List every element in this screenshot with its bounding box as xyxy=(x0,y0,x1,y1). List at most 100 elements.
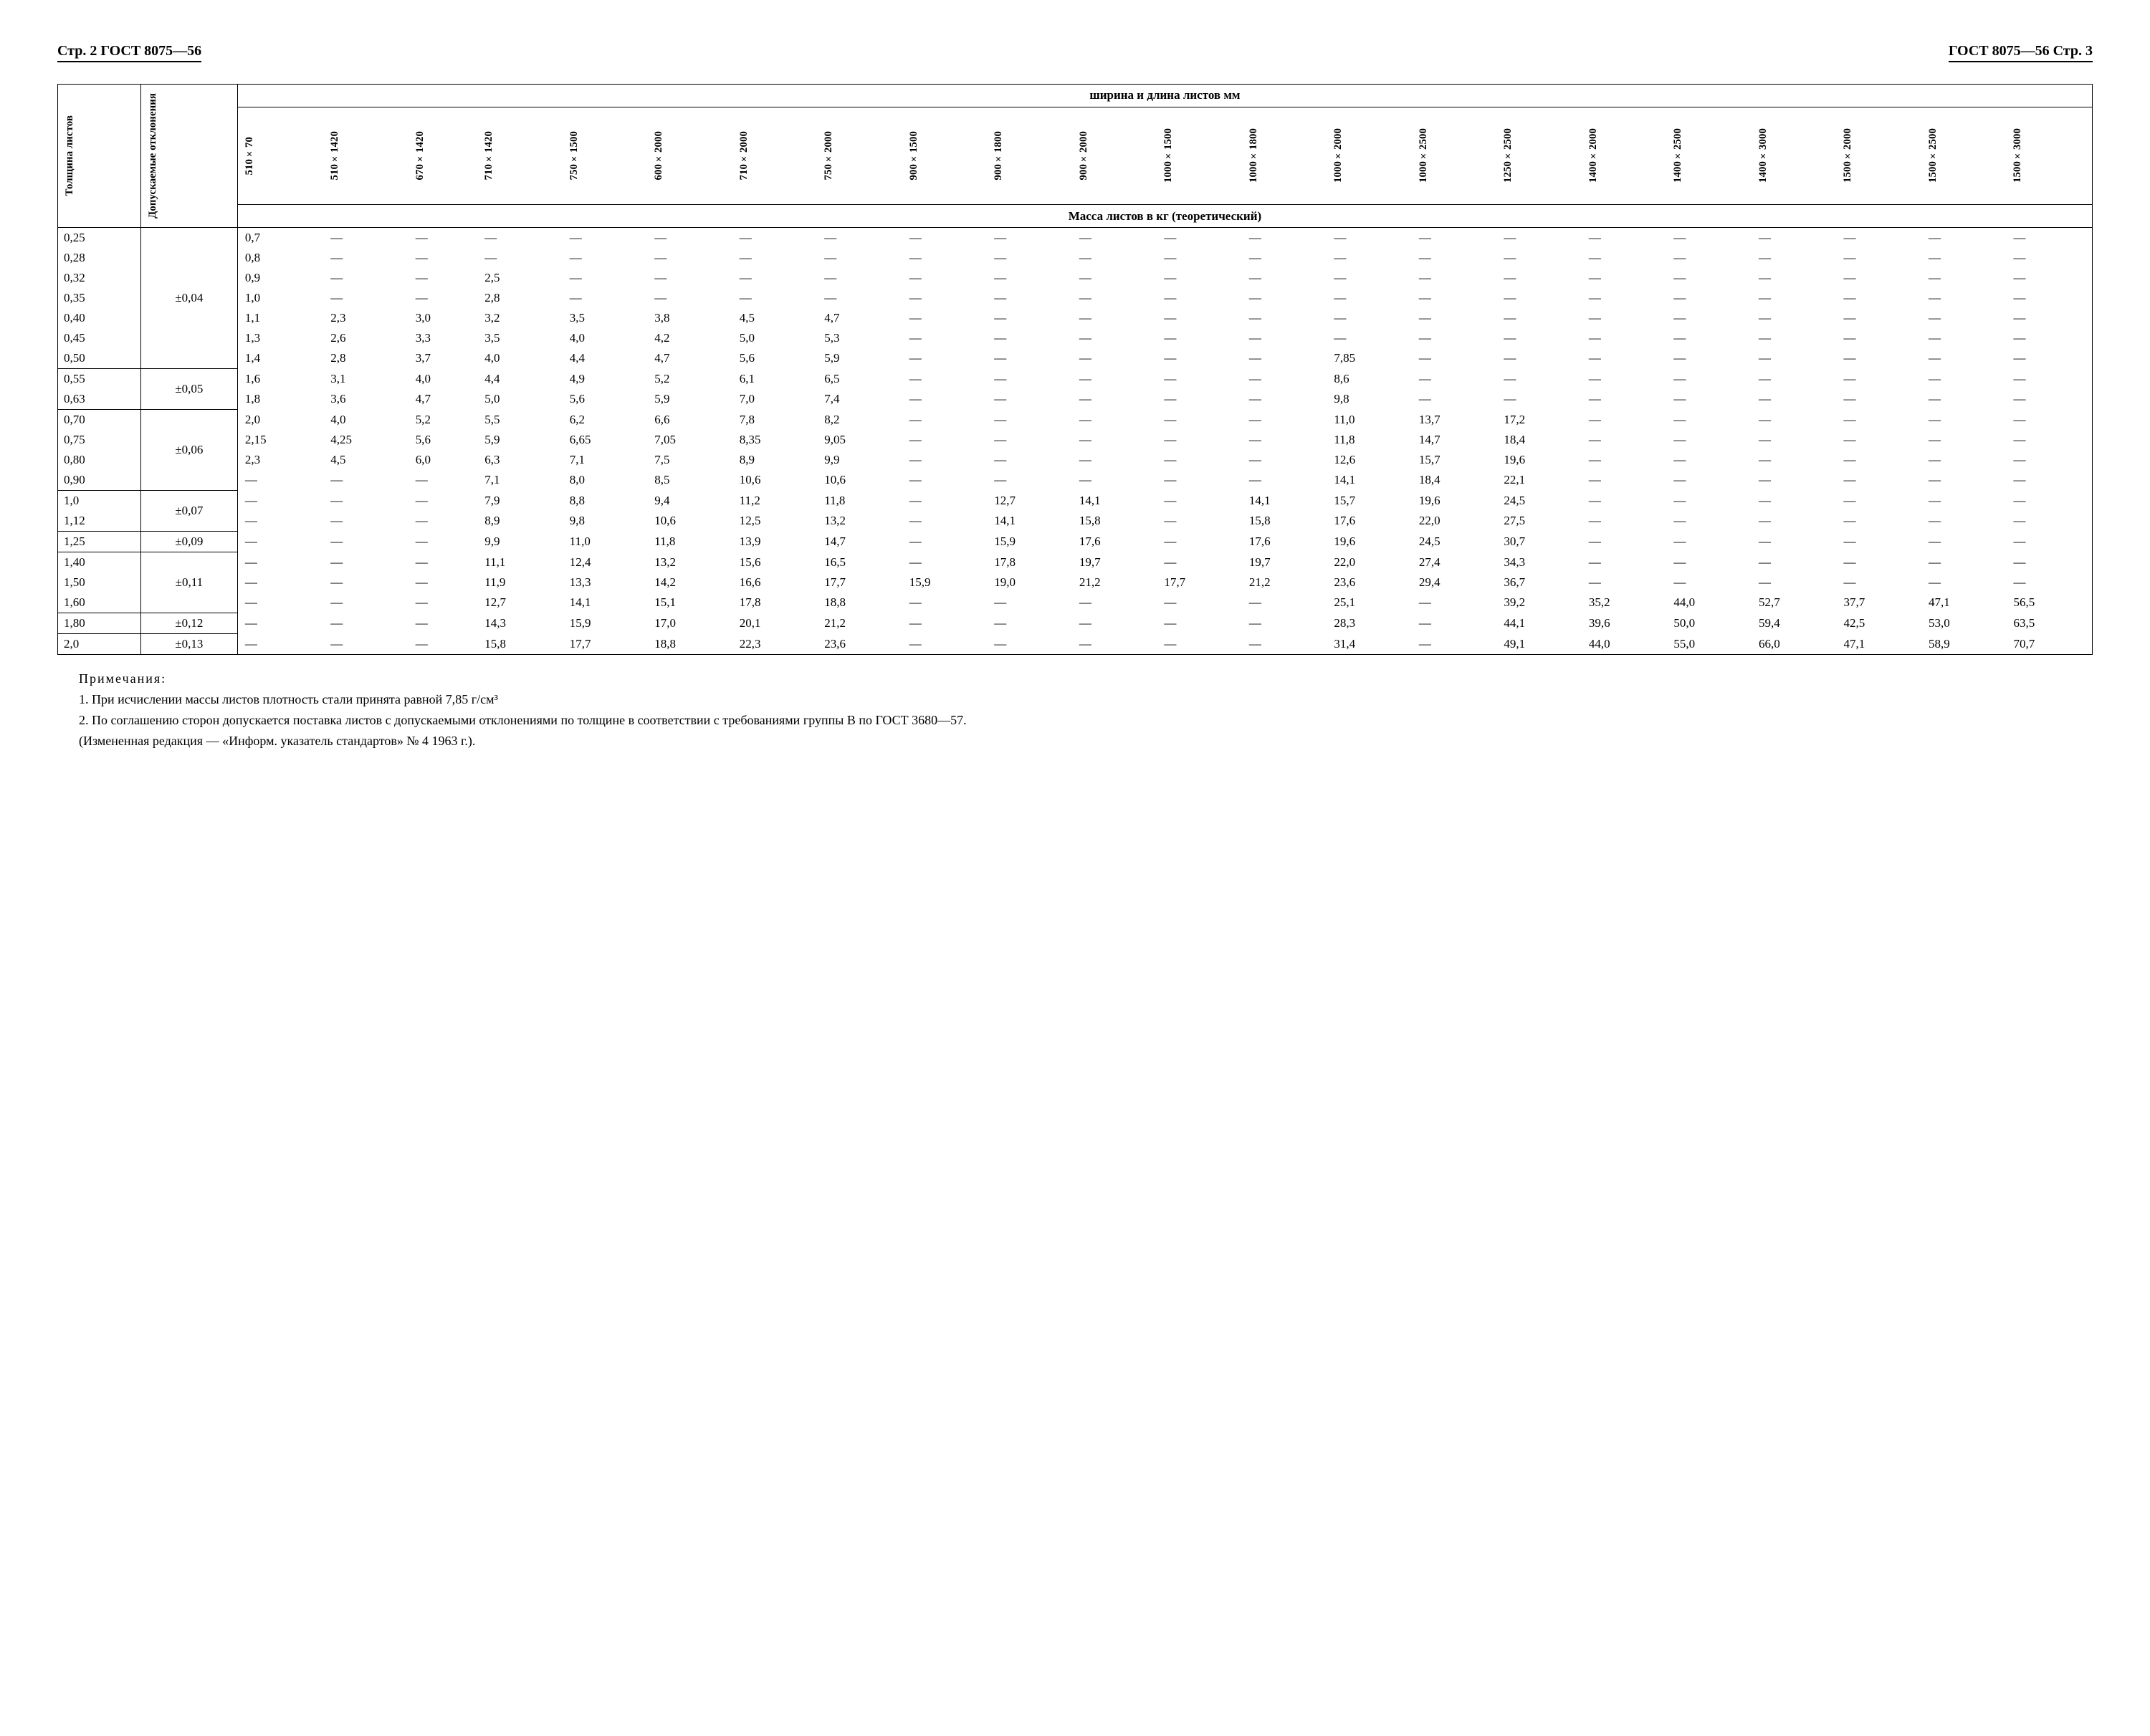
mass-cell: — xyxy=(902,532,988,552)
mass-cell: 1,1 xyxy=(237,308,323,328)
mass-cell: 5,6 xyxy=(732,348,818,369)
size-col-header: 710×1420 xyxy=(482,117,497,195)
mass-cell: — xyxy=(1412,613,1497,634)
mass-cell: — xyxy=(1666,470,1752,491)
mass-cell: — xyxy=(1242,328,1327,348)
mass-cell: 23,6 xyxy=(1327,572,1412,593)
mass-cell: 4,4 xyxy=(563,348,648,369)
mass-cell: — xyxy=(1242,389,1327,410)
mass-cell: 8,35 xyxy=(732,430,818,450)
mass-cell: — xyxy=(1666,491,1752,512)
note-2: 2. По соглашению сторон допускается пост… xyxy=(57,711,2093,730)
mass-cell: 2,3 xyxy=(323,308,408,328)
mass-cell: — xyxy=(1836,228,1921,249)
mass-cell: — xyxy=(1921,268,2007,288)
mass-cell: 18,4 xyxy=(1412,470,1497,491)
mass-cell: — xyxy=(2006,348,2092,369)
mass-cell: 11,1 xyxy=(477,552,563,573)
mass-cell: — xyxy=(1921,552,2007,573)
mass-cell: 8,9 xyxy=(477,511,563,532)
mass-cell: 44,1 xyxy=(1496,613,1582,634)
mass-cell: — xyxy=(323,268,408,288)
size-col-header: 710×2000 xyxy=(737,117,752,195)
mass-cell: 15,7 xyxy=(1327,491,1412,512)
mass-cell: — xyxy=(1666,450,1752,470)
mass-cell: 5,9 xyxy=(477,430,563,450)
mass-cell: — xyxy=(1496,308,1582,328)
mass-cell: — xyxy=(237,511,323,532)
size-col-header: 900×1800 xyxy=(991,117,1006,195)
mass-cell: — xyxy=(1666,248,1752,268)
mass-cell: 27,5 xyxy=(1496,511,1582,532)
mass-cell: 5,9 xyxy=(817,348,902,369)
mass-cell: 14,7 xyxy=(1412,430,1497,450)
mass-cell: — xyxy=(1412,228,1497,249)
size-col-header: 1000×1500 xyxy=(1161,114,1176,197)
mass-cell: — xyxy=(1836,328,1921,348)
thickness-cell: 0,28 xyxy=(58,248,141,268)
mass-cell: — xyxy=(987,593,1072,613)
mass-cell: — xyxy=(732,228,818,249)
mass-cell: 12,6 xyxy=(1327,450,1412,470)
mass-cell: 17,2 xyxy=(1496,410,1582,431)
mass-cell: — xyxy=(323,491,408,512)
header-left: Стр. 2 ГОСТ 8075—56 xyxy=(57,43,201,62)
mass-cell: — xyxy=(1242,410,1327,431)
mass-cell: — xyxy=(1836,491,1921,512)
mass-cell: 5,6 xyxy=(408,430,478,450)
mass-cell: — xyxy=(2006,288,2092,308)
mass-cell: 17,7 xyxy=(1157,572,1242,593)
mass-cell: — xyxy=(1582,532,1667,552)
mass-cell: — xyxy=(1496,348,1582,369)
mass-cell: 55,0 xyxy=(1666,634,1752,655)
mass-cell: — xyxy=(1157,470,1242,491)
mass-cell: 17,0 xyxy=(647,613,732,634)
mass-cell: — xyxy=(1836,389,1921,410)
mass-cell: — xyxy=(408,268,478,288)
mass-cell: — xyxy=(1157,511,1242,532)
mass-cell: — xyxy=(1666,552,1752,573)
mass-cell: 7,85 xyxy=(1327,348,1412,369)
mass-cell: — xyxy=(1752,328,1837,348)
mass-cell: 22,3 xyxy=(732,634,818,655)
size-col-header: 1400×3000 xyxy=(1756,114,1771,197)
mass-cell: — xyxy=(237,572,323,593)
mass-cell: 11,8 xyxy=(817,491,902,512)
mass-cell: — xyxy=(1582,552,1667,573)
mass-cell: — xyxy=(1496,389,1582,410)
mass-cell: 15,9 xyxy=(563,613,648,634)
mass-cell: — xyxy=(1582,369,1667,390)
page-header: Стр. 2 ГОСТ 8075—56 ГОСТ 8075—56 Стр. 3 xyxy=(57,43,2093,62)
mass-cell: 15,7 xyxy=(1412,450,1497,470)
mass-cell: — xyxy=(1582,572,1667,593)
mass-cell: 29,4 xyxy=(1412,572,1497,593)
mass-cell: 59,4 xyxy=(1752,613,1837,634)
mass-cell: 21,2 xyxy=(817,613,902,634)
mass-cell: — xyxy=(2006,369,2092,390)
mass-cell: 3,8 xyxy=(647,308,732,328)
mass-cell: — xyxy=(1242,430,1327,450)
mass-cell: 19,6 xyxy=(1496,450,1582,470)
mass-cell: 11,0 xyxy=(563,532,648,552)
mass-cell: 35,2 xyxy=(1582,593,1667,613)
mass-cell: 15,6 xyxy=(732,552,818,573)
mass-cell: — xyxy=(408,532,478,552)
mass-cell: — xyxy=(1582,228,1667,249)
size-col-header: 900×2000 xyxy=(1076,117,1091,195)
mass-cell: 3,5 xyxy=(477,328,563,348)
mass-cell: 13,7 xyxy=(1412,410,1497,431)
mass-cell: — xyxy=(1836,470,1921,491)
mass-cell: 12,7 xyxy=(477,593,563,613)
mass-cell: 17,7 xyxy=(563,634,648,655)
mass-cell: — xyxy=(1582,348,1667,369)
mass-cell: 16,5 xyxy=(817,552,902,573)
mass-cell: — xyxy=(987,248,1072,268)
size-col-header: 750×1500 xyxy=(567,117,582,195)
mass-cell: 7,05 xyxy=(647,430,732,450)
mass-cell: — xyxy=(1157,248,1242,268)
mass-cell: 4,0 xyxy=(563,328,648,348)
mass-cell: 6,2 xyxy=(563,410,648,431)
mass-cell: 15,8 xyxy=(1072,511,1157,532)
mass-cell: — xyxy=(817,288,902,308)
mass-cell: — xyxy=(902,369,988,390)
